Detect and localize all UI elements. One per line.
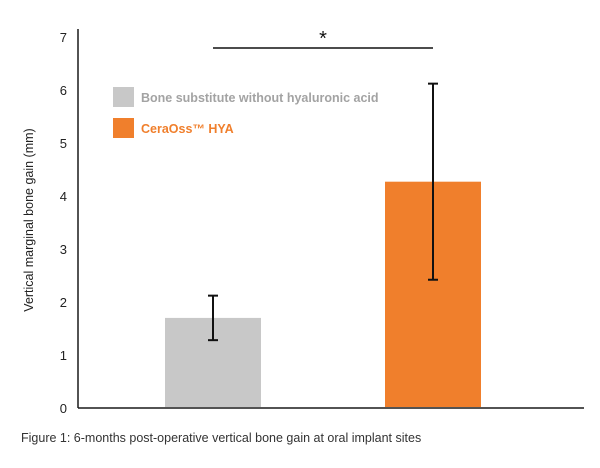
legend-label-orange: CeraOss™ HYA <box>141 122 234 136</box>
y-tick-label: 2 <box>60 295 67 310</box>
figure-caption: Figure 1: 6-months post-operative vertic… <box>21 431 422 445</box>
y-tick-label: 6 <box>60 83 67 98</box>
y-axis-title: Vertical marginal bone gain (mm) <box>22 128 36 311</box>
legend-label-gray: Bone substitute without hyaluronic acid <box>141 91 379 105</box>
significance-asterisk: * <box>319 28 327 50</box>
y-tick-label: 1 <box>60 348 67 363</box>
legend: Bone substitute without hyaluronic acid … <box>113 87 379 138</box>
error-bars <box>208 82 438 342</box>
y-axis-ticks: 0 1 2 3 4 5 6 7 <box>60 30 67 416</box>
y-tick-label: 5 <box>60 136 67 151</box>
legend-swatch-orange <box>113 118 134 138</box>
y-tick-label: 7 <box>60 30 67 45</box>
y-tick-label: 0 <box>60 401 67 416</box>
y-tick-label: 3 <box>60 242 67 257</box>
y-tick-label: 4 <box>60 189 67 204</box>
legend-swatch-gray <box>113 87 134 107</box>
